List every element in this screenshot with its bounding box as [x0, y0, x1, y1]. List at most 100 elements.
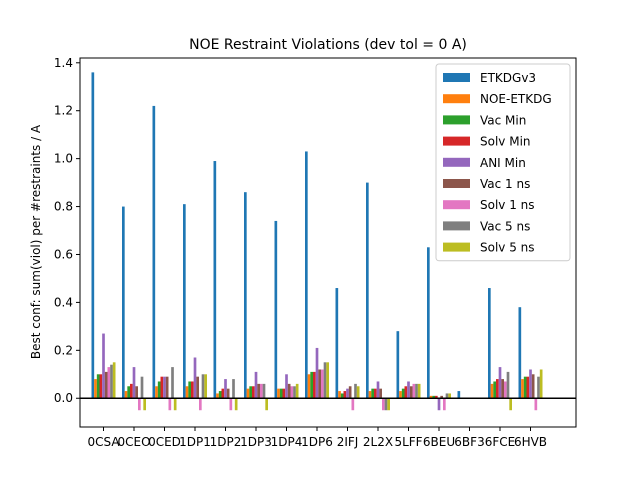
x-tick-label: 5LFF [394, 435, 422, 449]
bar [249, 386, 252, 399]
bar [323, 362, 327, 399]
bar [246, 388, 250, 399]
bar [526, 376, 530, 399]
bar [193, 357, 197, 399]
legend-entry-label: Solv Min [480, 135, 531, 149]
bar [371, 388, 374, 399]
plot-frame [79, 57, 577, 428]
bar [523, 376, 527, 399]
legend-swatch [443, 221, 470, 231]
x-tick-label: 1DP6 [301, 435, 333, 449]
bar [407, 381, 410, 399]
bar [201, 374, 205, 399]
bar [404, 386, 408, 399]
legend-entry-label: NOE-ETKDG [480, 92, 552, 106]
legend-entry-label: Vac Min [480, 113, 526, 127]
bar [396, 331, 400, 399]
bar [143, 398, 146, 411]
legend-swatch [443, 157, 470, 167]
bar [448, 393, 451, 399]
x-tick-label: 0CSA [87, 435, 120, 449]
bar [168, 398, 172, 411]
bar [537, 376, 540, 399]
x-tick-label: 0CED [148, 435, 181, 449]
bar [346, 388, 349, 399]
legend-swatch [443, 136, 470, 146]
bar [409, 386, 413, 399]
bar [501, 379, 504, 399]
y-tick-label: 0.2 [54, 343, 73, 357]
bar [429, 395, 433, 399]
bar [96, 374, 100, 399]
bar [326, 362, 329, 399]
x-tick-label: 1DP4 [271, 435, 303, 449]
bar [443, 398, 446, 411]
bar [104, 371, 108, 399]
y-tick-label: 0.4 [54, 295, 73, 309]
bar [221, 388, 225, 399]
bar [401, 388, 405, 399]
bar [112, 362, 116, 399]
bar [171, 367, 174, 399]
bar [412, 383, 416, 399]
bar [138, 398, 141, 411]
bar [191, 381, 194, 399]
legend-swatch [443, 115, 470, 125]
bar [232, 379, 235, 399]
x-tick-label: 1DP2 [210, 435, 242, 449]
bar [130, 383, 133, 399]
bar [234, 398, 238, 411]
bar [445, 393, 449, 399]
legend-entry-label: Solv 5 ns [480, 241, 535, 255]
legend-swatch [443, 242, 470, 252]
x-tick-label: 1DP3 [240, 435, 272, 449]
y-tick-label: 1.0 [54, 152, 73, 166]
bar [282, 388, 286, 399]
bar [196, 376, 199, 399]
bar [124, 391, 128, 399]
y-tick-label: 1.2 [54, 104, 73, 118]
bar [504, 381, 507, 399]
bar [218, 391, 222, 399]
bar [368, 391, 372, 399]
bar [374, 388, 377, 399]
bar [122, 206, 125, 399]
bar [226, 388, 230, 399]
bar [348, 386, 352, 399]
legend-entry-label: ANI Min [480, 156, 526, 170]
bar [384, 398, 388, 411]
bar [163, 376, 166, 399]
bar [493, 381, 496, 399]
bar [224, 379, 227, 399]
bar [277, 388, 280, 399]
bar [435, 395, 438, 399]
x-tick-label: 1DP1 [179, 435, 211, 449]
bar [506, 371, 510, 399]
y-axis-label: Best conf: sum(viol) per #restraints / A [29, 124, 43, 359]
bar [356, 386, 360, 399]
bar [254, 371, 258, 399]
bar [185, 386, 189, 399]
bar [539, 369, 543, 399]
bar [127, 386, 130, 399]
bar [382, 398, 385, 411]
bar [160, 376, 164, 399]
x-tick-label: 2L2X [363, 435, 393, 449]
bar [183, 204, 186, 399]
bar [351, 398, 355, 411]
bar [521, 379, 524, 399]
bar [387, 398, 390, 411]
bar [321, 369, 324, 399]
bar [165, 376, 169, 399]
bar [252, 386, 255, 399]
bar [340, 393, 344, 399]
bar [440, 395, 443, 399]
bar [157, 381, 161, 399]
bar [140, 376, 144, 399]
bar [376, 381, 380, 399]
bar [379, 388, 382, 399]
bar [290, 386, 294, 399]
bar [313, 371, 316, 399]
bar [354, 383, 357, 399]
y-tick-label: 1.4 [54, 56, 73, 70]
